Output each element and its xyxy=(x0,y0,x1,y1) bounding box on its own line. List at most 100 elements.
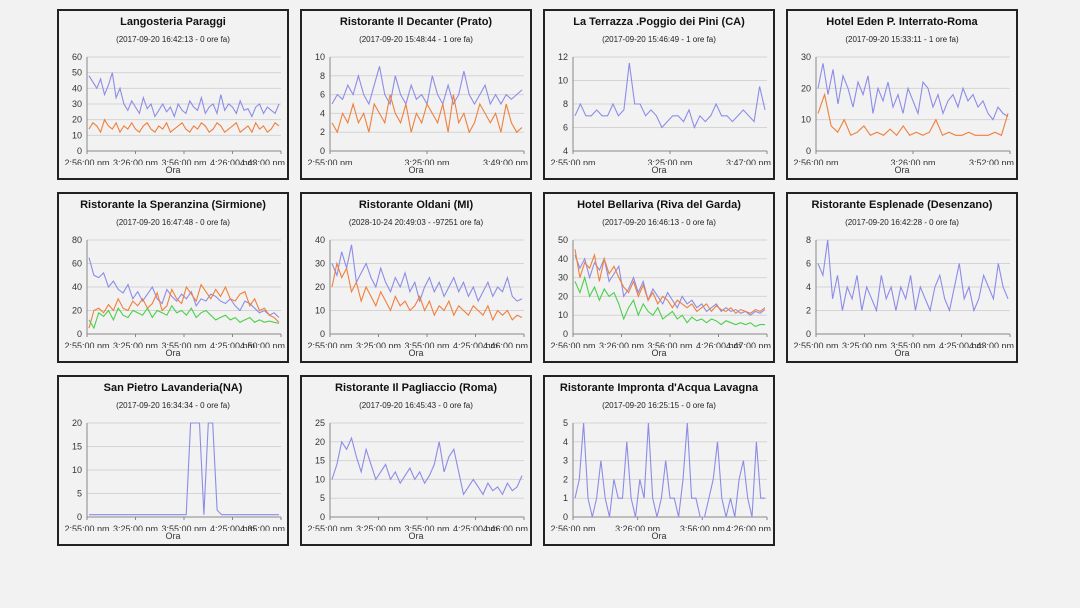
x-axis-label: Ora xyxy=(894,348,910,358)
chart-title: Hotel Eden P. Interrato-Roma xyxy=(826,16,978,28)
chart-title: Ristorante Esplenade (Desenzano) xyxy=(811,199,993,211)
series-line-s2 xyxy=(817,92,1009,137)
x-tick-label: 3:25:00 pm xyxy=(113,341,158,348)
y-tick-label: 30 xyxy=(558,273,568,283)
line-chart: 0 20 40 60 80 2:55:00 pm 3:25:00 pm 3:55:00 pm 4… xyxy=(64,235,285,348)
line-chart: 0 10 20 30 40 50 2:56:00 pm 3:26:00 pm 3:56:00 p… xyxy=(550,235,771,348)
x-tick-label: 2:56:00 pm xyxy=(793,158,838,165)
y-tick-label: 4 xyxy=(563,146,568,156)
x-tick-label: 3:25:00 pm xyxy=(842,341,887,348)
x-tick-label: 4:25:00 pm xyxy=(939,341,984,348)
x-tick-label: 4:25:00 pm xyxy=(210,524,255,531)
x-tick-label: 4:46:00 pm xyxy=(483,524,528,531)
x-tick-label: 2:55:00 pm xyxy=(307,158,352,165)
x-tick-label: 4:47:00 pm xyxy=(726,341,771,348)
chart-title: Langosteria Paraggi xyxy=(120,16,226,28)
y-tick-label: 0 xyxy=(320,146,325,156)
y-tick-label: 5 xyxy=(563,418,568,428)
x-tick-label: 3:56:00 pm xyxy=(161,158,206,165)
x-axis-label: Ora xyxy=(408,165,424,175)
x-tick-label: 3:55:00 pm xyxy=(404,524,449,531)
chart-subtitle: (2017-09-20 16:34:34 - 0 ore fa) xyxy=(116,401,230,410)
x-tick-label: 4:25:00 pm xyxy=(210,341,255,348)
series-line-s1 xyxy=(331,66,523,106)
chart-title: Ristorante Oldani (MI) xyxy=(358,199,474,211)
chart-card: Hotel Bellariva (Riva del Garda) (2017-09… xyxy=(543,192,775,363)
series-line-s2 xyxy=(88,283,280,329)
x-tick-label: 3:47:00 pm xyxy=(726,158,771,165)
x-tick-label: 2:55:00 pm xyxy=(64,524,109,531)
x-tick-label: 3:55:00 pm xyxy=(890,341,935,348)
y-tick-label: 50 xyxy=(558,235,568,245)
chart-title: La Terrazza .Poggio dei Pini (CA) xyxy=(573,16,745,28)
x-tick-label: 2:55:00 pm xyxy=(793,341,838,348)
series-line-s1 xyxy=(88,72,280,119)
y-tick-label: 20 xyxy=(72,115,82,125)
line-chart: 4 6 8 10 12 2:55:00 pm 3:25:00 pm 3:47:00 pm xyxy=(550,52,771,165)
chart-title: San Pietro Lavanderia(NA) xyxy=(103,382,243,394)
x-tick-label: 3:56:00 pm xyxy=(647,341,692,348)
x-tick-label: 4:26:00 pm xyxy=(726,524,771,531)
y-tick-label: 40 xyxy=(72,282,82,292)
x-tick-label: 3:25:00 pm xyxy=(113,524,158,531)
chart-subtitle: (2017-09-20 16:42:28 - 0 ore fa) xyxy=(845,218,959,227)
x-tick-label: 3:25:00 pm xyxy=(404,158,449,165)
series-line-s2 xyxy=(331,94,523,134)
x-tick-label: 2:56:00 pm xyxy=(64,158,109,165)
y-tick-label: 10 xyxy=(558,76,568,86)
series-line-s1 xyxy=(574,422,765,518)
line-chart: 0 10 20 30 2:56:00 pm 3:26:00 pm 3:52:00 pm xyxy=(793,52,1014,165)
x-tick-label: 2:56:00 pm xyxy=(550,524,595,531)
y-tick-label: 8 xyxy=(320,71,325,81)
y-tick-label: 2 xyxy=(563,474,568,484)
y-tick-label: 0 xyxy=(563,512,568,522)
series-line-s3 xyxy=(574,275,765,328)
x-tick-label: 4:25:00 pm xyxy=(453,524,498,531)
line-chart: 0 5 10 15 20 25 2:55:00 pm 3:25:00 pm 3:55:00 pm… xyxy=(307,418,528,531)
x-tick-label: 3:52:00 pm xyxy=(969,158,1014,165)
x-axis-label: Ora xyxy=(165,165,181,175)
y-tick-label: 5 xyxy=(77,489,82,499)
chart-subtitle: (2028-10-24 20:49:03 - -97251 ore fa) xyxy=(348,218,484,227)
x-axis-label: Ora xyxy=(408,531,424,541)
x-tick-label: 4:46:00 pm xyxy=(483,341,528,348)
x-tick-label: 2:55:00 pm xyxy=(550,158,595,165)
chart-subtitle: (2017-09-20 15:33:11 - 1 ore fa) xyxy=(845,35,959,44)
y-tick-label: 10 xyxy=(72,130,82,140)
x-axis-label: Ora xyxy=(894,165,910,175)
y-tick-label: 20 xyxy=(315,282,325,292)
x-tick-label: 2:55:00 pm xyxy=(307,341,352,348)
chart-title: Ristorante Il Decanter (Prato) xyxy=(339,16,493,28)
y-tick-label: 40 xyxy=(558,254,568,264)
series-line-s3 xyxy=(88,304,280,330)
series-line-s1 xyxy=(574,62,766,130)
y-tick-label: 0 xyxy=(806,329,811,339)
y-tick-label: 20 xyxy=(801,83,811,93)
chart-card: Ristorante la Speranzina (Sirmione) (2017… xyxy=(57,192,289,363)
y-tick-label: 20 xyxy=(72,306,82,316)
series-line-s1 xyxy=(817,63,1009,121)
y-tick-label: 60 xyxy=(72,52,82,62)
line-chart: 0 5 10 15 20 2:55:00 pm 3:25:00 pm 3:55:00 pm 4:… xyxy=(64,418,285,531)
x-tick-label: 3:26:00 pm xyxy=(599,341,644,348)
chart-card: Ristorante Impronta d'Acqua Lavagna (2017… xyxy=(543,375,775,546)
x-tick-label: 2:55:00 pm xyxy=(307,524,352,531)
y-tick-label: 3 xyxy=(563,456,568,466)
y-tick-label: 4 xyxy=(806,282,811,292)
y-tick-label: 5 xyxy=(320,493,325,503)
x-tick-label: 4:26:00 pm xyxy=(210,158,255,165)
y-tick-label: 30 xyxy=(315,259,325,269)
y-tick-label: 6 xyxy=(806,259,811,269)
y-tick-label: 10 xyxy=(72,465,82,475)
x-axis-label: Ora xyxy=(651,348,667,358)
x-tick-label: 3:55:00 pm xyxy=(161,524,206,531)
y-tick-label: 30 xyxy=(801,52,811,62)
x-tick-label: 4:43:00 pm xyxy=(969,341,1014,348)
y-tick-label: 60 xyxy=(72,259,82,269)
y-tick-label: 10 xyxy=(558,310,568,320)
y-tick-label: 0 xyxy=(77,146,82,156)
x-tick-label: 3:55:00 pm xyxy=(404,341,449,348)
y-tick-label: 0 xyxy=(320,512,325,522)
series-line-s2 xyxy=(88,118,280,134)
y-tick-label: 10 xyxy=(315,52,325,62)
